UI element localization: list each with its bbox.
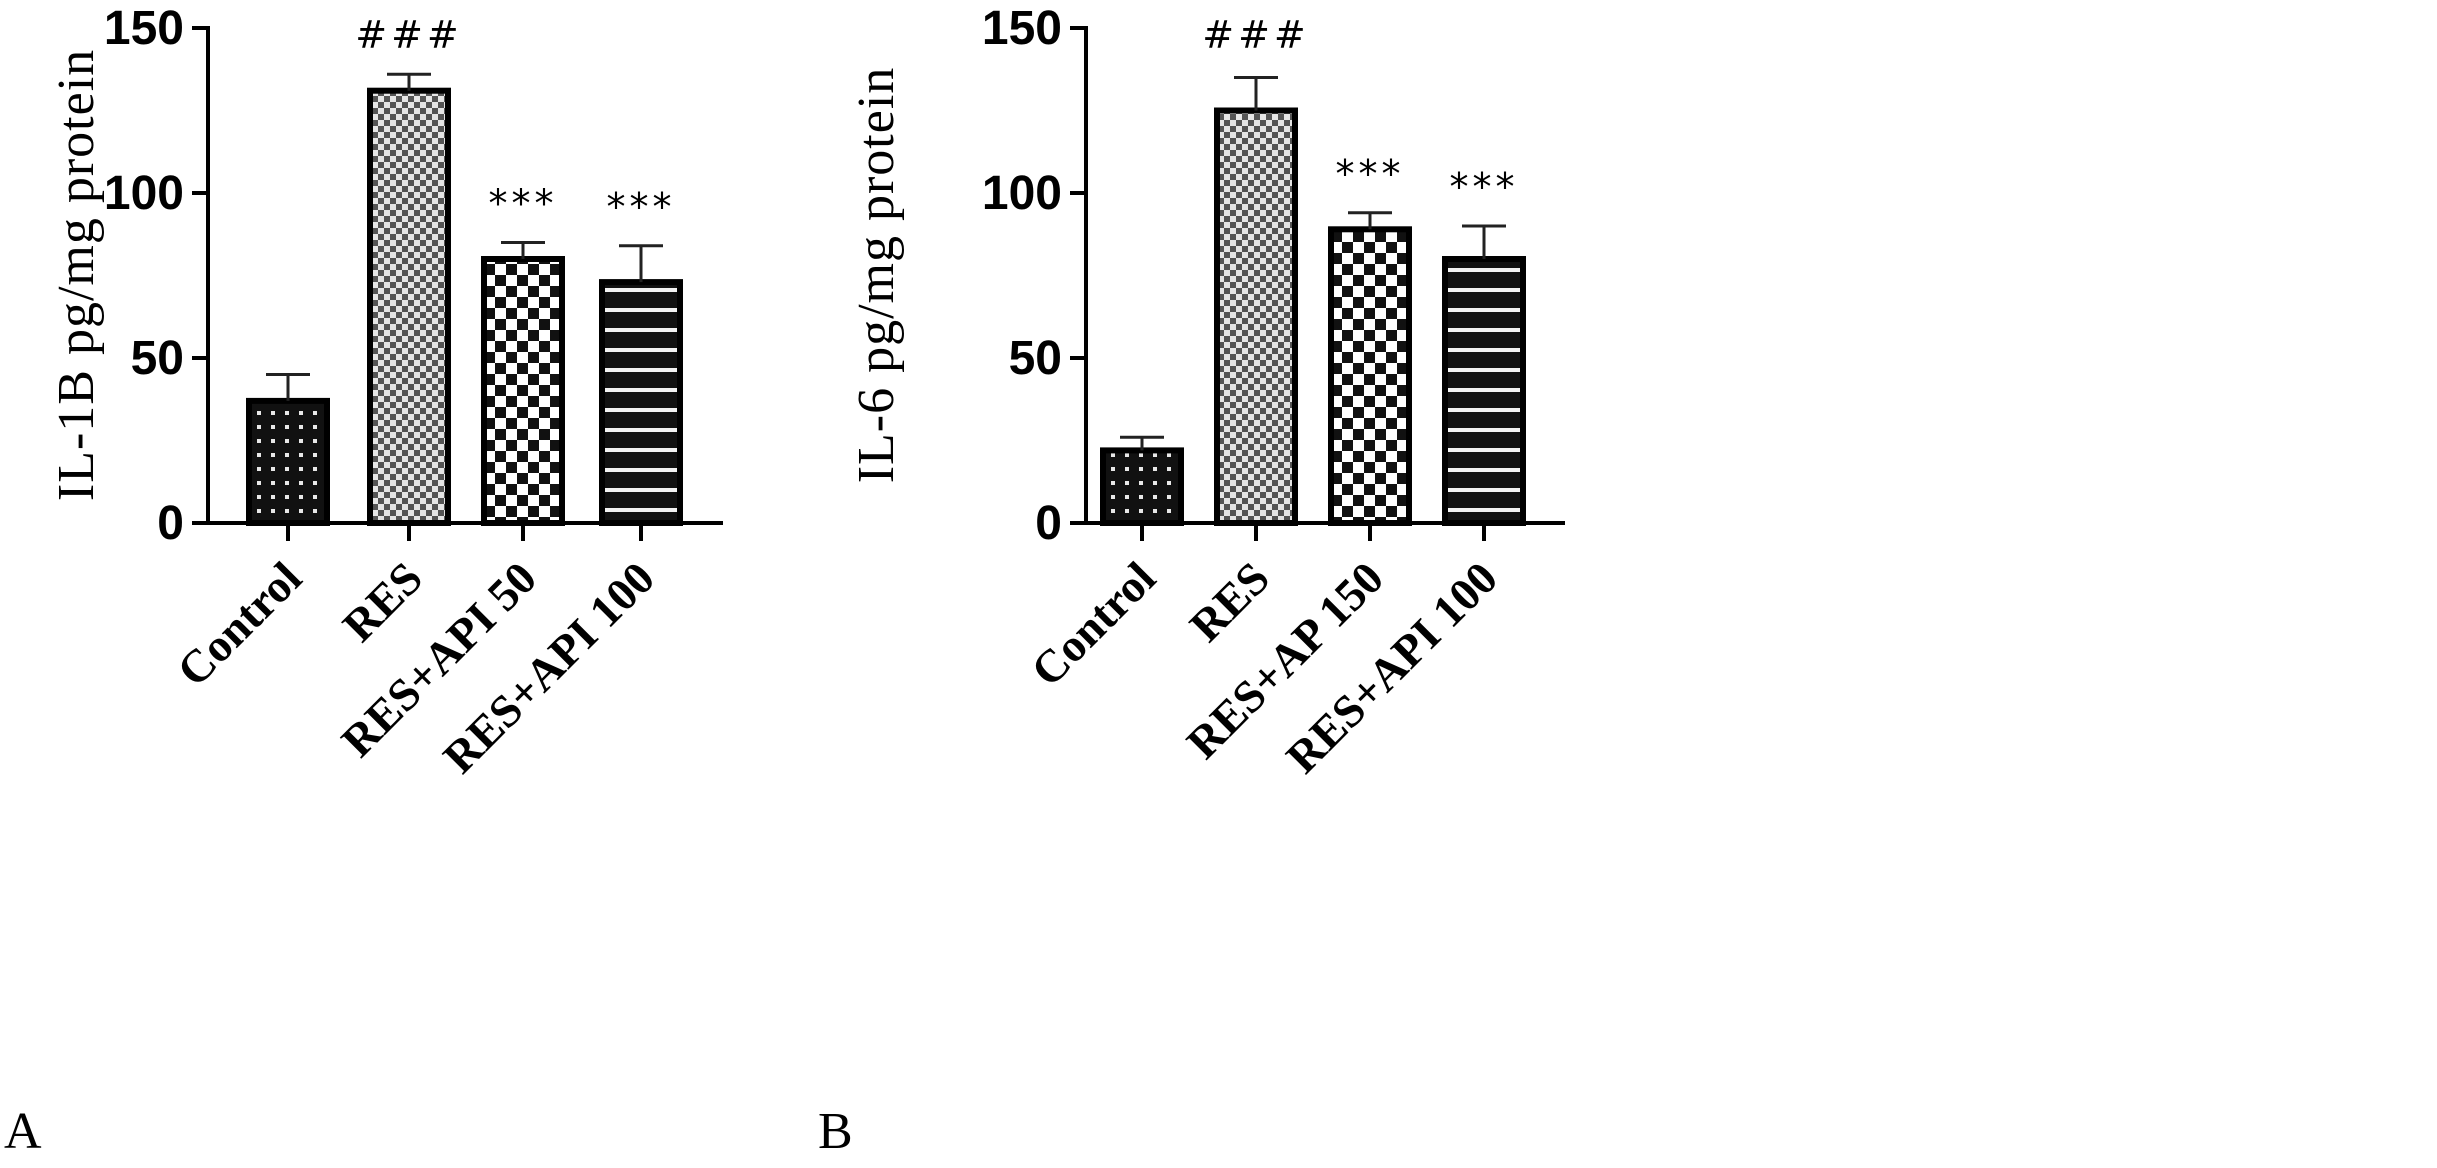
bar [1214, 107, 1298, 526]
significance-label: *** [607, 185, 676, 229]
bar [1100, 447, 1184, 526]
bar [246, 397, 330, 526]
panel-label: A [4, 1103, 42, 1160]
y-tick-label: 100 [982, 167, 1062, 220]
bar [1442, 256, 1526, 526]
significance-label: ### [1202, 13, 1310, 57]
x-tick-label: RES+API 100 [433, 552, 664, 783]
panel-b: 0 50 100 150 IL-6 pg/mg protein Control RES ###… [818, 2, 1565, 1160]
significance-label: *** [1336, 152, 1405, 196]
x-tick-label: RES [1180, 552, 1279, 651]
bar [599, 279, 683, 526]
x-tick-label: RES [333, 552, 432, 651]
y-tick-label: 50 [131, 332, 184, 385]
bar [367, 87, 451, 526]
panel-label: B [818, 1103, 853, 1160]
y-axis-title: IL-6 pg/mg protein [848, 67, 905, 484]
y-tick-label: 100 [104, 167, 184, 220]
bar [1328, 226, 1412, 527]
y-tick-label: 50 [1009, 332, 1062, 385]
y-tick-label: 150 [982, 2, 1062, 55]
y-tick-label: 0 [157, 497, 184, 550]
y-axis-title: IL-1B pg/mg protein [48, 49, 105, 501]
significance-label: ### [355, 13, 463, 57]
significance-label: *** [489, 182, 558, 226]
y-tick-label: 150 [104, 2, 184, 55]
significance-label: *** [1450, 165, 1519, 209]
x-tick-label: Control [167, 552, 311, 696]
x-tick-label: Control [1021, 552, 1165, 696]
bar [481, 256, 565, 526]
y-tick-label: 0 [1035, 497, 1062, 550]
